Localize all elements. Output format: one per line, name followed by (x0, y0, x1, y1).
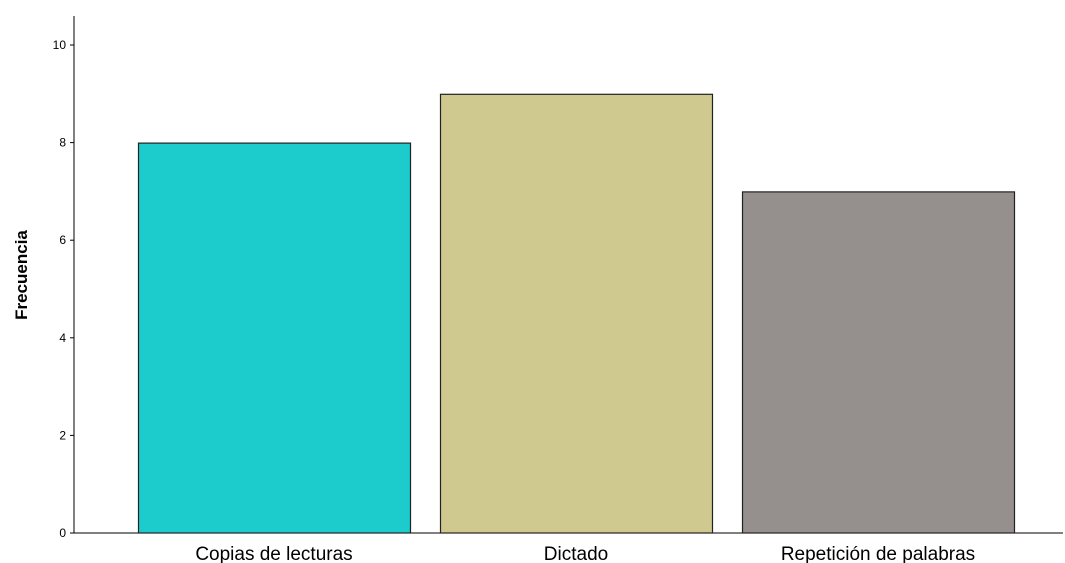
y-tick-label: 2 (59, 428, 66, 442)
y-axis-label: Frecuencia (12, 230, 31, 320)
y-tick-label: 0 (59, 526, 66, 540)
y-tick-label: 10 (53, 38, 67, 52)
x-tick-label: Copias de lecturas (195, 544, 352, 563)
bar (741, 191, 1016, 534)
y-ticks: 0 2 4 6 8 10 (53, 38, 74, 540)
y-tick-label: 8 (59, 136, 66, 150)
bars (137, 93, 1016, 534)
bar (137, 142, 412, 534)
x-tick-labels: Copias de lecturas Dictado Repetición de p… (195, 544, 975, 563)
x-tick-label: Dictado (544, 544, 608, 563)
y-tick-label: 4 (59, 331, 66, 345)
bar (439, 93, 714, 534)
y-tick-label: 6 (59, 233, 66, 247)
x-tick-label: Repetición de palabras (781, 544, 975, 563)
